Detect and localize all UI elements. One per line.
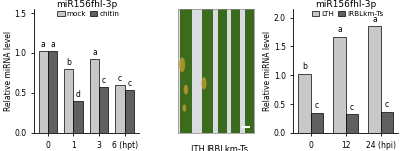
Bar [231, 9, 240, 133]
Ellipse shape [182, 104, 186, 112]
Text: c: c [102, 76, 106, 85]
Bar [226, 9, 231, 133]
Text: c: c [385, 100, 389, 109]
Text: c: c [118, 74, 122, 83]
Text: b: b [302, 62, 307, 71]
Text: a: a [41, 40, 46, 49]
Ellipse shape [184, 85, 188, 95]
Bar [202, 9, 213, 133]
Bar [99, 87, 108, 133]
Bar [346, 114, 358, 133]
Bar [64, 69, 74, 133]
Text: a: a [372, 15, 377, 24]
Bar [333, 37, 346, 133]
Text: IRBLkm-Ts: IRBLkm-Ts [206, 145, 248, 151]
Text: a: a [50, 40, 55, 49]
Bar [240, 9, 245, 133]
Text: b: b [66, 58, 71, 67]
Bar [213, 9, 218, 133]
Bar [116, 85, 124, 133]
Legend: mock, chitin: mock, chitin [57, 10, 120, 18]
Ellipse shape [179, 57, 185, 72]
Bar [368, 26, 381, 133]
Bar [298, 74, 311, 133]
Text: a: a [337, 25, 342, 34]
Bar [124, 90, 134, 133]
Title: miR156fhl-3p: miR156fhl-3p [315, 0, 376, 9]
Title: miR156fhl-3p: miR156fhl-3p [56, 0, 117, 9]
Text: d: d [76, 90, 80, 99]
Text: a: a [92, 48, 97, 57]
Bar [245, 9, 254, 133]
Y-axis label: Relative miRNA level: Relative miRNA level [4, 31, 13, 111]
Text: c: c [315, 101, 319, 110]
Bar [192, 9, 202, 133]
Text: c: c [127, 79, 131, 88]
Bar [311, 113, 323, 133]
Bar [218, 9, 226, 133]
Bar [48, 51, 57, 133]
Text: c: c [350, 103, 354, 112]
Bar [381, 112, 393, 133]
Bar [180, 9, 192, 133]
Ellipse shape [201, 77, 206, 90]
Bar [74, 101, 83, 133]
Legend: LTH, IRBLkm-Ts: LTH, IRBLkm-Ts [311, 10, 384, 18]
Y-axis label: Relative miRNA level: Relative miRNA level [263, 31, 272, 111]
Bar [90, 59, 99, 133]
Text: LTH: LTH [190, 145, 205, 151]
Bar [39, 51, 48, 133]
